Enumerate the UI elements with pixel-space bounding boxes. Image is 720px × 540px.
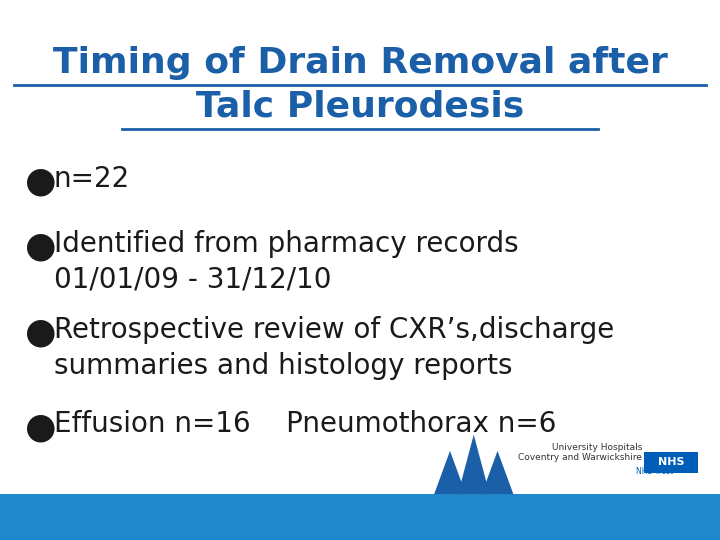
- Text: ●: ●: [25, 165, 57, 199]
- Text: University Hospitals: University Hospitals: [552, 443, 642, 452]
- Text: NHS Trust: NHS Trust: [636, 467, 673, 476]
- Text: Identified from pharmacy records
01/01/09 - 31/12/10: Identified from pharmacy records 01/01/0…: [54, 230, 518, 293]
- Text: ●: ●: [25, 410, 57, 444]
- FancyBboxPatch shape: [644, 452, 698, 472]
- Text: ●: ●: [25, 316, 57, 350]
- Text: Coventry and Warwickshire: Coventry and Warwickshire: [518, 453, 642, 462]
- Text: Effusion n=16    Pneumothorax n=6: Effusion n=16 Pneumothorax n=6: [54, 410, 557, 438]
- Text: Talc Pleurodesis: Talc Pleurodesis: [196, 89, 524, 123]
- Polygon shape: [482, 451, 513, 494]
- Polygon shape: [434, 451, 466, 494]
- Polygon shape: [458, 435, 490, 494]
- Text: Timing of Drain Removal after: Timing of Drain Removal after: [53, 46, 667, 80]
- Text: Retrospective review of CXR’s,discharge
summaries and histology reports: Retrospective review of CXR’s,discharge …: [54, 316, 614, 380]
- Text: NHS: NHS: [658, 457, 685, 467]
- Text: ●: ●: [25, 230, 57, 264]
- Text: n=22: n=22: [54, 165, 130, 193]
- FancyBboxPatch shape: [0, 494, 720, 540]
